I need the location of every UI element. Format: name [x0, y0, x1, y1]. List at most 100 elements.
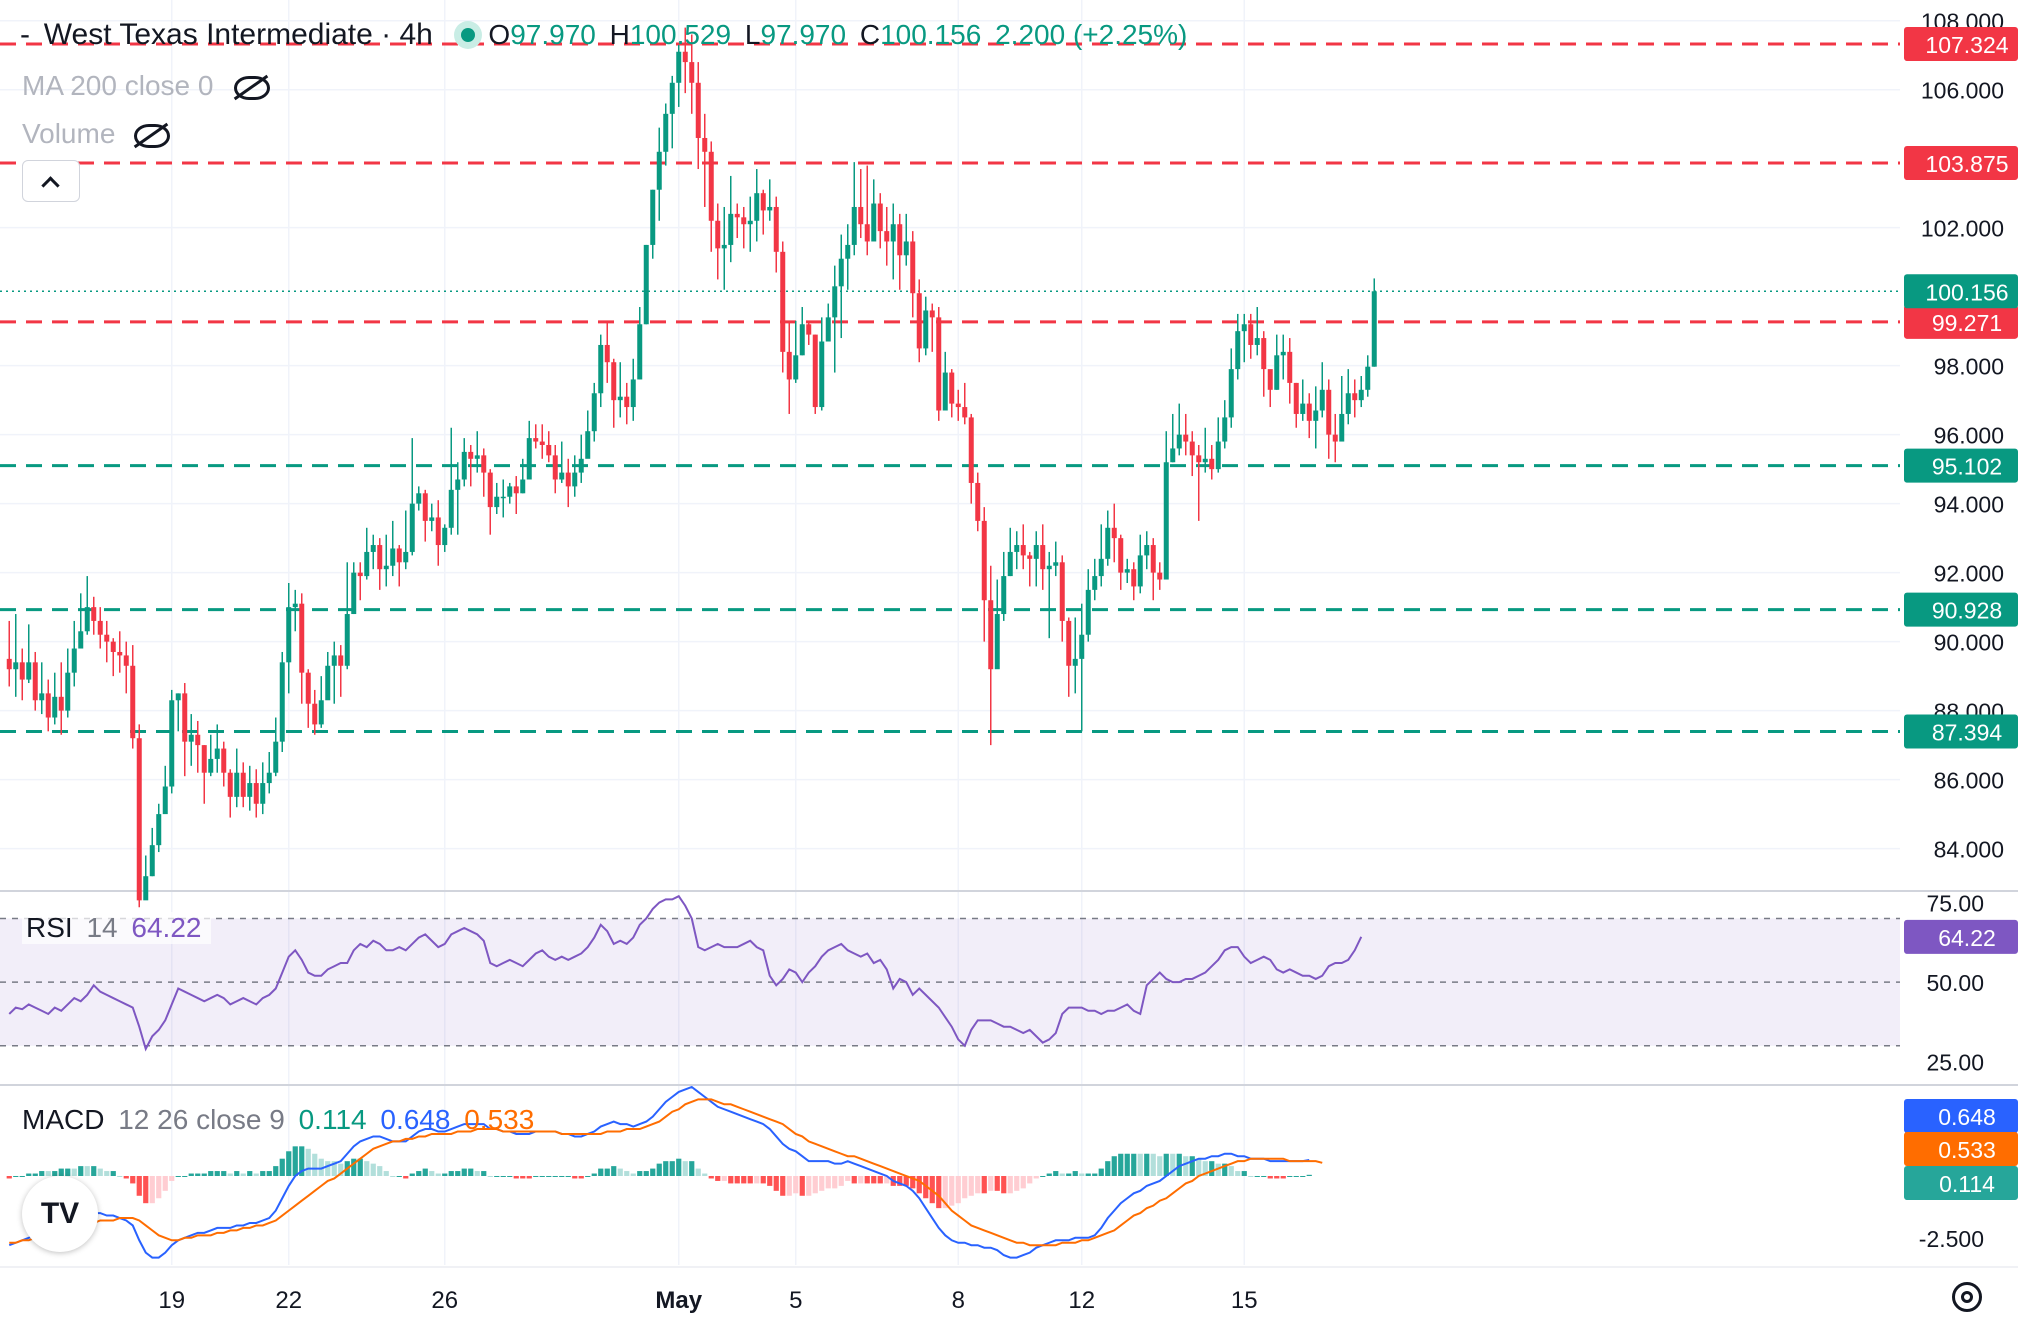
candle[interactable] [26, 662, 32, 680]
candle[interactable] [637, 324, 643, 380]
candle[interactable] [981, 520, 987, 601]
candle[interactable] [1280, 351, 1286, 356]
candle[interactable] [1358, 389, 1364, 401]
candle[interactable] [682, 51, 688, 63]
candle[interactable] [663, 113, 669, 152]
candle[interactable] [968, 417, 974, 483]
candle[interactable] [1228, 369, 1234, 418]
candle[interactable] [799, 324, 805, 356]
candle[interactable] [468, 451, 474, 459]
candle[interactable] [832, 286, 838, 318]
macd-signal-line[interactable] [9, 1098, 1323, 1247]
candle[interactable] [97, 620, 103, 635]
candle[interactable] [1033, 545, 1039, 559]
candle[interactable] [357, 572, 363, 577]
candle[interactable] [403, 551, 409, 563]
candle[interactable] [273, 741, 279, 773]
candle[interactable] [84, 607, 90, 632]
candle[interactable] [1261, 338, 1267, 370]
candle[interactable] [383, 565, 389, 570]
candle[interactable] [344, 614, 350, 666]
candle[interactable] [188, 734, 194, 742]
candle[interactable] [650, 189, 656, 245]
candle[interactable] [877, 203, 883, 232]
candle[interactable] [929, 310, 935, 318]
candle[interactable] [325, 665, 331, 701]
candle[interactable] [793, 355, 799, 380]
candle[interactable] [182, 693, 188, 742]
candle[interactable] [409, 503, 415, 552]
candle[interactable] [1007, 551, 1013, 577]
candle[interactable] [422, 493, 428, 521]
symbol-title[interactable]: West Texas Intermediate · 4h [43, 18, 433, 51]
candle[interactable] [585, 431, 591, 459]
candle[interactable] [734, 213, 740, 218]
candle[interactable] [1098, 558, 1104, 577]
candle[interactable] [884, 231, 890, 242]
candle[interactable] [351, 572, 357, 615]
candle[interactable] [136, 738, 142, 901]
candle[interactable] [936, 317, 942, 411]
candle[interactable] [851, 206, 857, 245]
macd-line[interactable] [8, 1085, 1310, 1259]
ma-legend[interactable]: MA 200 close 0 [22, 70, 219, 102]
candle[interactable] [916, 293, 922, 349]
candle[interactable] [162, 786, 168, 815]
candle[interactable] [676, 51, 682, 83]
candle[interactable] [1306, 403, 1312, 421]
candle[interactable] [234, 772, 240, 797]
candle[interactable] [578, 458, 584, 473]
candle[interactable] [1371, 291, 1377, 367]
candle[interactable] [864, 224, 870, 242]
candle[interactable] [1248, 324, 1254, 345]
candle[interactable] [1001, 576, 1007, 615]
candle[interactable] [312, 703, 318, 725]
candle[interactable] [130, 665, 136, 739]
candle[interactable] [110, 641, 116, 652]
candle[interactable] [364, 551, 370, 577]
candle[interactable] [1124, 569, 1130, 573]
candle[interactable] [442, 527, 448, 546]
candle[interactable] [390, 548, 396, 566]
candle[interactable] [1345, 393, 1351, 414]
candle[interactable] [1046, 565, 1052, 570]
candle[interactable] [240, 772, 246, 797]
candle[interactable] [286, 607, 292, 663]
candle[interactable] [58, 696, 64, 711]
candle[interactable] [169, 700, 175, 787]
candle[interactable] [669, 82, 675, 114]
candle[interactable] [1072, 658, 1078, 666]
eye-off-icon[interactable] [134, 124, 170, 148]
candle[interactable] [305, 672, 311, 704]
collapse-legend-button[interactable] [22, 160, 80, 202]
candle[interactable] [604, 344, 610, 363]
candle[interactable] [175, 693, 181, 701]
candle[interactable] [195, 734, 201, 746]
candle[interactable] [611, 362, 617, 401]
candle[interactable] [1287, 351, 1293, 383]
candle[interactable] [481, 455, 487, 473]
candle[interactable] [1163, 462, 1169, 580]
candle[interactable] [702, 137, 708, 152]
candle[interactable] [845, 244, 851, 259]
candle[interactable] [1170, 448, 1176, 463]
candle[interactable] [923, 310, 929, 349]
candle[interactable] [1150, 545, 1156, 573]
candle[interactable] [461, 451, 467, 480]
candle[interactable] [1235, 331, 1241, 370]
candle[interactable] [1066, 620, 1072, 666]
candle[interactable] [13, 662, 19, 670]
candle[interactable] [591, 393, 597, 432]
candle[interactable] [910, 241, 916, 294]
candle[interactable] [1196, 455, 1202, 463]
candle[interactable] [1027, 555, 1033, 559]
candle[interactable] [474, 455, 480, 459]
candle[interactable] [1059, 562, 1065, 621]
candle[interactable] [377, 545, 383, 570]
candle[interactable] [890, 224, 896, 242]
candle[interactable] [962, 407, 968, 418]
candle[interactable] [78, 631, 84, 649]
candle[interactable] [507, 486, 513, 497]
candle[interactable] [19, 662, 25, 680]
candle[interactable] [1137, 555, 1143, 587]
